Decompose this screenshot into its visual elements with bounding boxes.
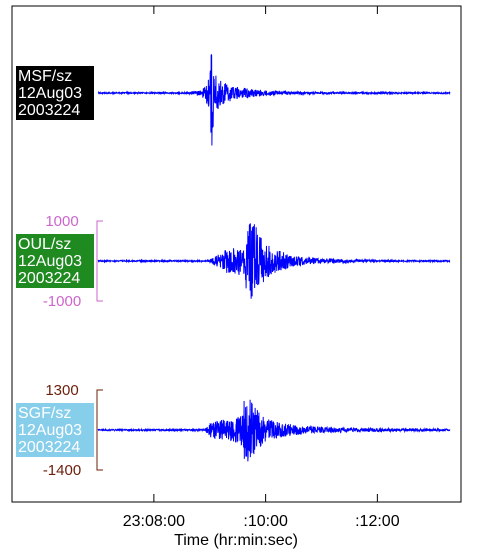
trace-group [97, 54, 451, 462]
seismic-trace [97, 399, 451, 462]
station-date-label: 12Aug03 [18, 422, 82, 439]
station-label-box [16, 403, 94, 457]
amplitude-scale-bracket [96, 220, 103, 302]
x-axis-label: Time (hr:min:sec) [174, 532, 298, 549]
station-label-group: MSF/sz12Aug0320032241000-1000OUL/sz12Aug… [16, 66, 103, 479]
station-date-label: 2003224 [18, 270, 80, 287]
x-tick-label: :12:00 [355, 513, 400, 530]
x-tick-label: 23:08:00 [123, 513, 185, 530]
station-date-label: 2003224 [18, 102, 80, 119]
station-label-box [16, 66, 94, 120]
plot-frame [11, 5, 462, 503]
station-name-label: MSF/sz [18, 68, 72, 85]
station-label-box [16, 234, 94, 288]
x-axis: 23:08:00 :10:00 :12:00 [123, 6, 400, 530]
scale-max-label: 1300 [45, 382, 78, 399]
seismic-trace [97, 223, 451, 299]
station-name-label: OUL/sz [18, 236, 71, 253]
x-tick-label: :10:00 [243, 513, 288, 530]
seismic-trace [97, 54, 451, 146]
station-date-label: 2003224 [18, 439, 80, 456]
station-date-label: 12Aug03 [18, 253, 82, 270]
scale-min-label: -1400 [43, 462, 81, 479]
amplitude-scale-bracket [96, 389, 103, 471]
scale-max-label: 1000 [45, 213, 78, 230]
station-date-label: 12Aug03 [18, 85, 82, 102]
scale-min-label: -1000 [43, 293, 81, 310]
station-name-label: SGF/sz [18, 405, 71, 422]
